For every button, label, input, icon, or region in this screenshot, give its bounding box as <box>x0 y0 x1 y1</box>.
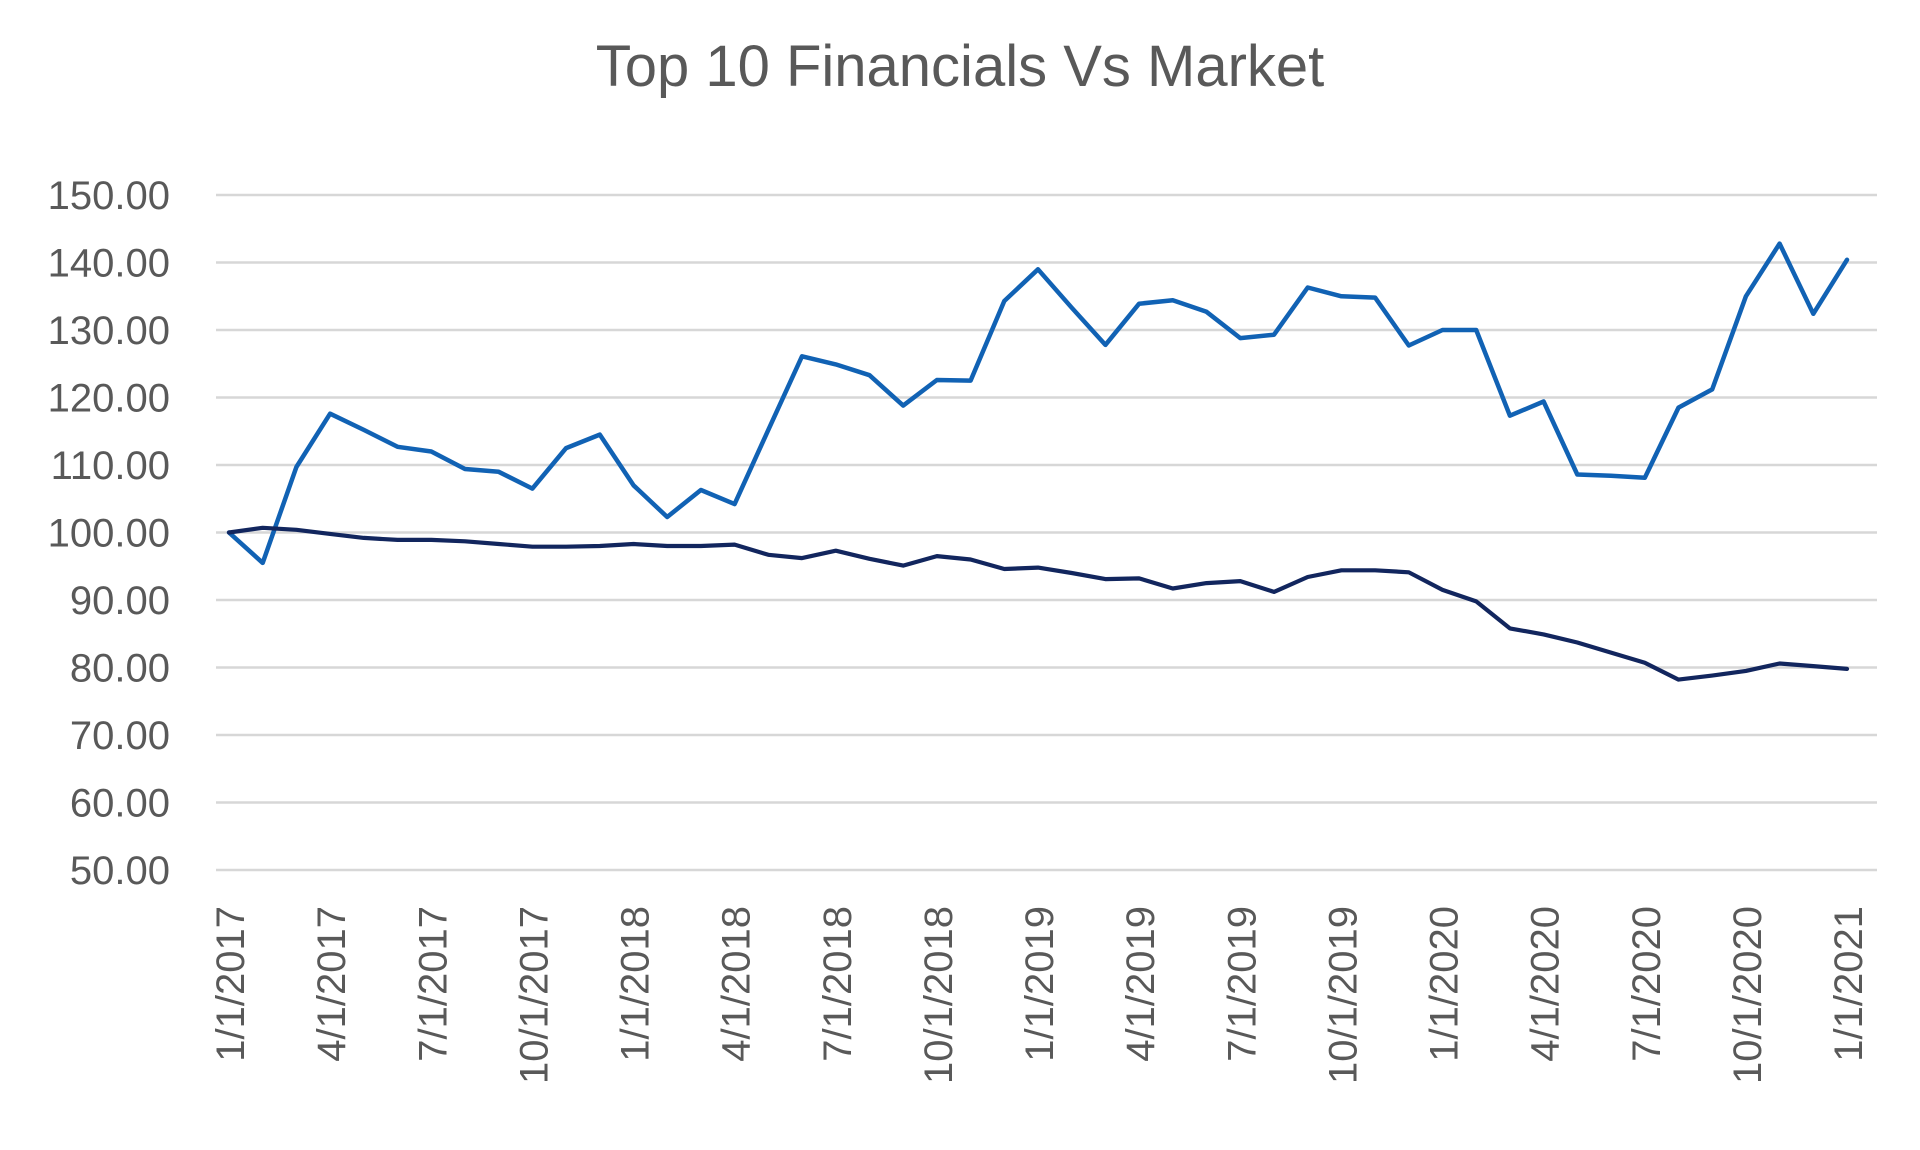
x-axis-tick-label: 4/1/2020 <box>1524 906 1568 1062</box>
x-axis-labels-group: 1/1/2017 4/1/2017 7/1/2017 10/1/2017 1/1/201… <box>209 906 1871 1084</box>
series-blue-line <box>226 241 1850 566</box>
x-axis-tick-label: 4/1/2018 <box>715 906 759 1062</box>
series-navy-line <box>226 525 1850 682</box>
y-axis-tick-label: 90.00 <box>70 579 170 623</box>
y-axis-tick-label: 150.00 <box>48 174 170 218</box>
chart-title: Top 10 Financials Vs Market <box>596 34 1325 99</box>
x-axis-tick-label: 1/1/2021 <box>1827 906 1871 1062</box>
x-axis-tick-label: 7/1/2017 <box>411 906 455 1062</box>
x-axis-tick-label: 10/1/2018 <box>917 906 961 1084</box>
x-axis-tick-label: 10/1/2020 <box>1726 906 1770 1084</box>
y-axis-tick-label: 130.00 <box>48 309 170 353</box>
y-axis-tick-label: 80.00 <box>70 647 170 691</box>
y-axis-labels-group: 150.00 140.00 130.00 120.00 110.00 100.00 90.0… <box>48 174 170 893</box>
y-axis-tick-label: 110.00 <box>51 444 170 488</box>
y-axis-tick-label: 100.00 <box>48 512 170 556</box>
x-axis-tick-label: 1/1/2019 <box>1018 906 1062 1062</box>
gridlines-group <box>216 193 1877 872</box>
x-axis-tick-label: 7/1/2019 <box>1220 906 1264 1062</box>
y-axis-tick-label: 60.00 <box>70 782 170 826</box>
y-axis-tick-label: 140.00 <box>48 242 170 286</box>
x-axis-tick-label: 4/1/2017 <box>310 906 354 1062</box>
y-axis-tick-label: 70.00 <box>70 714 170 758</box>
y-axis-tick-label: 50.00 <box>70 849 170 893</box>
x-axis-tick-label: 4/1/2019 <box>1119 906 1163 1062</box>
x-axis-tick-label: 1/1/2018 <box>614 906 658 1062</box>
x-axis-tick-label: 1/1/2020 <box>1423 906 1467 1062</box>
x-axis-tick-label: 10/1/2017 <box>512 906 556 1084</box>
x-axis-tick-label: 7/1/2020 <box>1625 906 1669 1062</box>
x-axis-tick-label: 7/1/2018 <box>816 906 860 1062</box>
x-axis-tick-label: 1/1/2017 <box>209 906 253 1062</box>
x-axis-tick-label: 10/1/2019 <box>1321 906 1365 1084</box>
series-lines-group <box>226 241 1850 682</box>
y-axis-tick-label: 120.00 <box>48 377 170 421</box>
